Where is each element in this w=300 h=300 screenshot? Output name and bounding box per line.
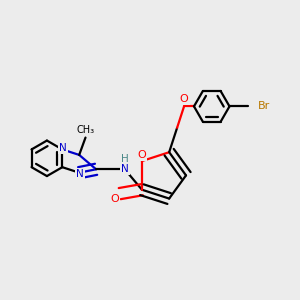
Text: Br: Br [258, 101, 271, 111]
Text: N: N [59, 143, 67, 153]
Text: O: O [180, 94, 188, 104]
Text: N: N [76, 169, 84, 179]
Text: H: H [121, 154, 129, 164]
Text: O: O [110, 194, 119, 204]
Text: CH₃: CH₃ [76, 125, 94, 135]
Text: N: N [121, 164, 129, 174]
Text: O: O [137, 150, 146, 160]
